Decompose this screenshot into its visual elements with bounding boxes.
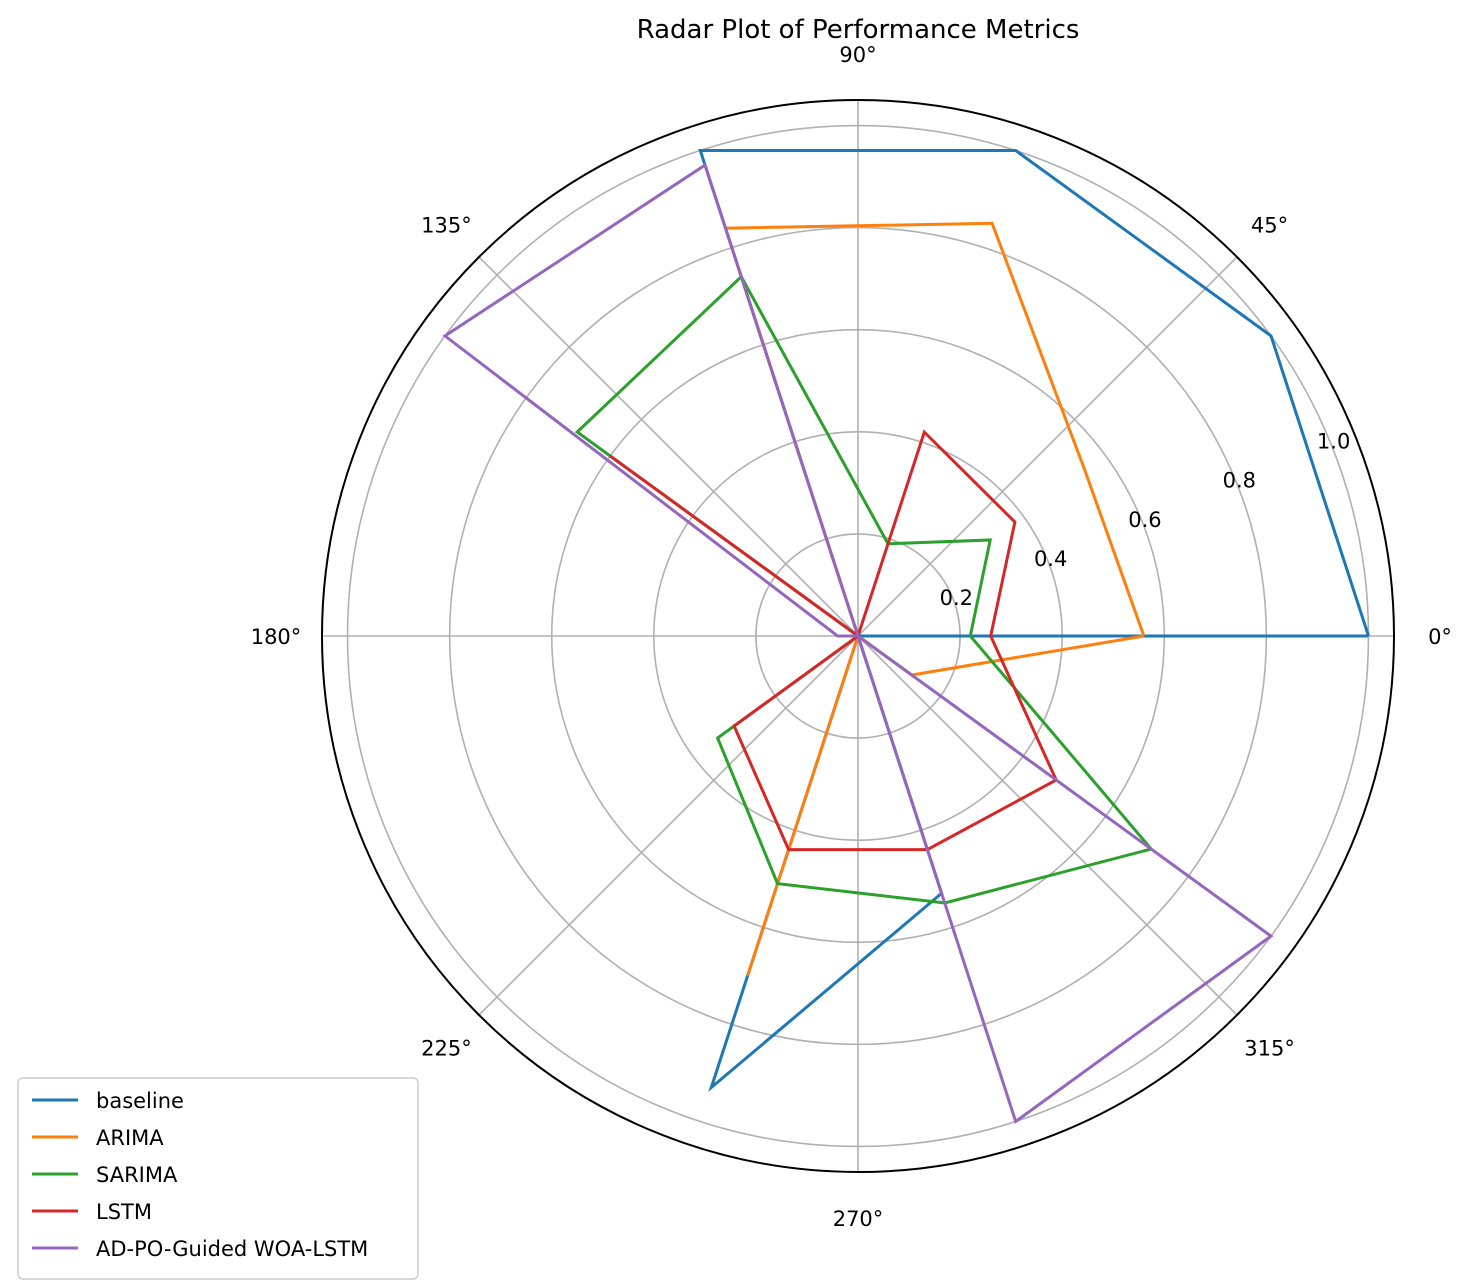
radial-tick-label: 0.4	[1034, 547, 1067, 571]
legend-entry: baseline	[96, 1089, 184, 1113]
angle-tick-label: 180°	[251, 625, 302, 649]
radial-tick-label: 0.8	[1223, 469, 1256, 493]
legend-entry: LSTM	[96, 1200, 152, 1224]
legend: baseline ARIMA SARIMA LSTM AD-PO-Guided WOA-…	[17, 1077, 419, 1280]
angle-tick-label: 135°	[421, 213, 472, 237]
angle-tick-label: 270°	[833, 1207, 884, 1231]
spoke-gridline	[857, 256, 1238, 637]
spoke-gridline	[478, 635, 859, 1016]
polar-frame	[321, 99, 1395, 1173]
series-line-lstm	[609, 429, 1059, 852]
angle-tick-label: 0°	[1428, 625, 1452, 649]
series-line-sarima	[574, 274, 1154, 905]
legend-entry: AD-PO-Guided WOA-LSTM	[96, 1237, 368, 1261]
series-layer	[442, 149, 1370, 1124]
legend-box	[17, 1077, 419, 1280]
angle-tick-label: 315°	[1244, 1037, 1295, 1061]
radial-tick-label: 1.0	[1317, 430, 1350, 454]
spoke-gridline	[857, 635, 1238, 1016]
angle-tick-label: 90°	[839, 43, 876, 67]
angle-tick-label: 45°	[1251, 213, 1288, 237]
radial-tick-label: 0.2	[940, 586, 973, 610]
series-line-ad-po-guided-woa-lstm	[442, 162, 1274, 1124]
radial-tick-label: 0.6	[1128, 508, 1161, 532]
legend-entry: SARIMA	[96, 1163, 178, 1187]
legend-entry: ARIMA	[96, 1126, 164, 1150]
angle-tick-label: 225°	[421, 1037, 472, 1061]
spoke-gridline	[478, 256, 859, 637]
chart-title: Radar Plot of Performance Metrics	[637, 15, 1080, 45]
